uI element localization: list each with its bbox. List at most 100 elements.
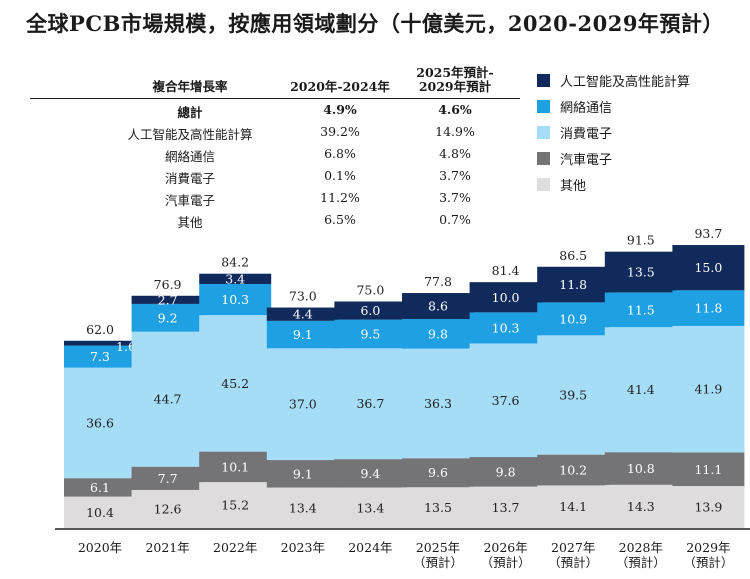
cagr-row-value-2020-2024: 4.9% <box>323 102 357 117</box>
legend-swatch <box>537 99 550 113</box>
cagr-header-period1: 2020年-2024年 <box>290 79 390 94</box>
bar-segment-label: 13.9 <box>694 500 722 515</box>
bar-segment-label: 37.0 <box>289 397 317 412</box>
bar-segment <box>672 486 745 528</box>
cagr-row: 人工智能及高性能計算 39.2% 14.9% <box>30 121 520 143</box>
bar-segment <box>672 290 745 326</box>
bar-segment-label: 10.8 <box>627 461 655 476</box>
bar-segment-label: 15.2 <box>221 498 249 513</box>
chart-legend: 人工智能及高性能計算 網絡通信 消費電子 汽車電子 其他 <box>537 67 690 197</box>
bar-segment <box>131 303 204 332</box>
bar-segment <box>266 460 339 488</box>
bar-segment-label: 13.5 <box>424 500 452 515</box>
bar-segment <box>604 484 677 528</box>
x-axis-tick-label: 2020年 <box>60 540 140 555</box>
bar-segment-label: 13.4 <box>289 500 317 515</box>
bar-segment <box>537 302 610 336</box>
bar-segment-label: 11.1 <box>694 462 722 477</box>
bar-segment-label: 9.8 <box>496 464 516 479</box>
bar-segment-label: 36.3 <box>424 396 452 411</box>
cagr-header-period2: 2025年預計- 2029年預計 <box>400 66 510 94</box>
bar-segment-label: 11.5 <box>627 302 655 317</box>
cagr-header-period2-line1: 2025年預計- <box>416 65 494 80</box>
x-axis-year: 2021年 <box>145 540 190 555</box>
cagr-table-header: 複合年增長率 2020年-2024年 2025年預計- 2029年預計 <box>30 58 520 99</box>
cagr-row-value-2025-2029: 0.7% <box>439 212 471 227</box>
bar-segment <box>604 452 677 485</box>
x-axis-tick-label: 2022年 <box>195 540 275 555</box>
bar-segment <box>64 367 136 479</box>
bar-segment <box>469 457 542 487</box>
bar-total-label: 91.5 <box>627 233 655 248</box>
bar-segment <box>469 312 542 344</box>
bar-segment-label: 37.6 <box>492 393 520 408</box>
cagr-row-value-2025-2029: 3.7% <box>439 168 471 183</box>
cagr-header-period2-line2: 2029年預計 <box>418 79 492 94</box>
legend-item: 人工智能及高性能計算 <box>537 67 690 93</box>
bar-segment <box>266 348 339 461</box>
bar-segment-label: 11.8 <box>694 301 722 316</box>
legend-item: 汽車電子 <box>537 145 690 171</box>
bar-segment-label: 13.5 <box>627 265 655 280</box>
x-axis-tick-label: 2026年 （預計） <box>466 540 546 570</box>
bar-segment-label: 36.6 <box>86 415 114 430</box>
legend-item: 消費電子 <box>537 119 690 145</box>
cagr-row-value-2020-2024: 39.2% <box>320 124 360 139</box>
bar-segment <box>334 301 407 320</box>
bar-segment <box>537 485 610 528</box>
cagr-row-value-2020-2024: 0.1% <box>324 168 356 183</box>
cagr-row: 汽車電子 11.2% 3.7% <box>30 187 520 209</box>
cagr-row: 消費電子 0.1% 3.7% <box>30 165 520 187</box>
legend-label: 汽車電子 <box>560 152 613 168</box>
legend-swatch <box>537 125 550 139</box>
bar-segment-label: 13.4 <box>356 500 384 515</box>
bar-segment <box>199 315 272 452</box>
x-axis-forecast-note: （預計） <box>683 555 734 570</box>
bar-segment-label: 10.9 <box>559 311 587 326</box>
bar-total-label: 75.0 <box>356 283 384 298</box>
x-axis-tick-label: 2029年 （預計） <box>668 540 748 570</box>
bar-segment-label: 45.2 <box>221 376 249 391</box>
bar-segment-label: 10.3 <box>492 320 520 335</box>
legend-swatch <box>537 177 550 191</box>
bar-segment <box>469 486 542 528</box>
bar-segment-label: 9.2 <box>158 310 178 325</box>
cagr-row: 其他 6.5% 0.7% <box>30 209 520 231</box>
bar-segment-label: 9.6 <box>428 465 448 480</box>
bar-segment-label: 44.7 <box>154 392 182 407</box>
cagr-row-value-2025-2029: 14.9% <box>435 124 475 139</box>
x-axis-year: 2022年 <box>213 540 258 555</box>
x-axis-year: 2023年 <box>280 540 325 555</box>
bar-total-label: 77.8 <box>424 274 452 289</box>
bar-segment <box>334 348 407 460</box>
legend-label: 消費電子 <box>560 126 613 142</box>
bar-segment-label: 3.4 <box>225 271 245 286</box>
bar-segment <box>334 459 407 488</box>
cagr-row-value-2025-2029: 4.6% <box>438 102 472 117</box>
bar-segment-label: 10.3 <box>221 292 249 307</box>
bar-segment-label: 2.7 <box>158 292 178 307</box>
x-axis-tick-label: 2028年 （預計） <box>601 540 681 570</box>
legend-swatch <box>537 151 550 165</box>
bar-segment-label: 14.3 <box>627 499 655 514</box>
legend-label: 其他 <box>560 178 587 194</box>
bar-segment <box>672 325 745 453</box>
bar-segment-label: 8.6 <box>428 299 448 314</box>
cagr-row-label: 汽車電子 <box>164 193 215 208</box>
bar-segment-label: 41.9 <box>694 382 722 397</box>
bar-segment-label: 1.6 <box>116 339 136 354</box>
cagr-row-label: 消費電子 <box>164 171 215 186</box>
bar-segment <box>199 451 272 483</box>
bar-segment-label: 10.0 <box>492 290 520 305</box>
bar-segment-label: 10.2 <box>559 463 587 478</box>
bar-total-label: 81.4 <box>492 263 520 278</box>
bar-segment-label: 12.6 <box>154 501 182 516</box>
cagr-row-value-2025-2029: 4.8% <box>439 146 471 161</box>
bar-segment <box>402 348 474 459</box>
bar-segment <box>64 496 136 528</box>
bar-segment <box>537 266 610 303</box>
x-axis-tick-label: 2027年 （預計） <box>533 540 613 570</box>
x-axis-tick-label: 2025年 （預計） <box>398 540 478 570</box>
bar-segment <box>199 283 272 316</box>
bar-segment <box>402 293 474 320</box>
